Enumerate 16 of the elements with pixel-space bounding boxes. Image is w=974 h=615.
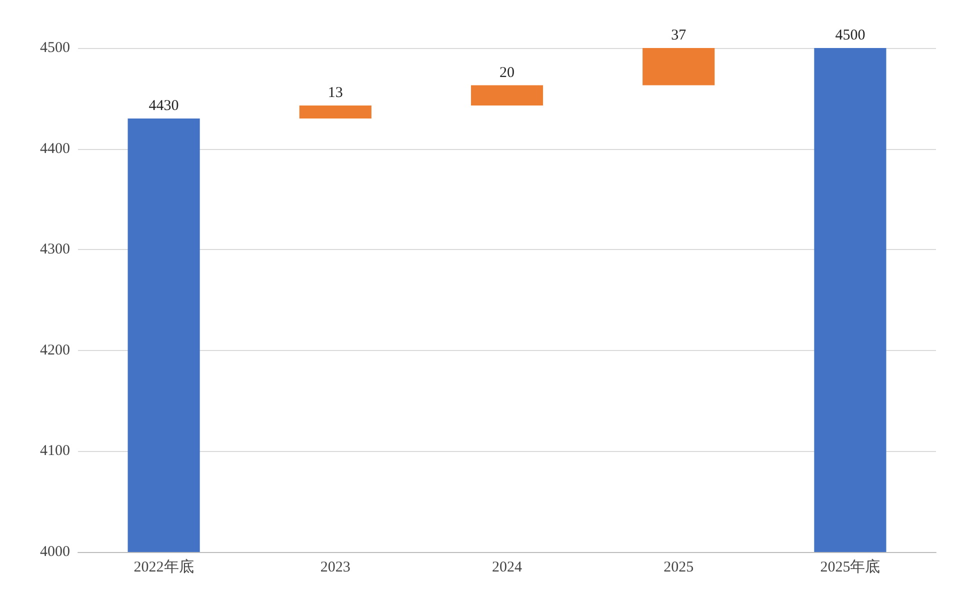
data-label: 4500 bbox=[835, 28, 866, 44]
y-tick-label: 4000 bbox=[40, 544, 70, 560]
data-label: 37 bbox=[671, 28, 687, 44]
x-tick-label: 2025 bbox=[664, 560, 694, 576]
y-tick-label: 4400 bbox=[40, 140, 70, 157]
data-label: 13 bbox=[328, 84, 343, 101]
y-tick-label: 4300 bbox=[40, 242, 70, 258]
x-tick-label: 2023 bbox=[320, 560, 350, 576]
y-tick-label: 4200 bbox=[40, 342, 70, 358]
x-tick-label: 2022年底 bbox=[134, 558, 194, 576]
x-tick-label: 2025年底 bbox=[820, 558, 880, 576]
y-tick-label: 4500 bbox=[40, 40, 70, 56]
data-label: 20 bbox=[500, 64, 514, 81]
x-tick-label: 2024 bbox=[492, 560, 522, 576]
data-label: 4430 bbox=[148, 98, 179, 114]
y-tick-label: 4100 bbox=[40, 443, 70, 460]
